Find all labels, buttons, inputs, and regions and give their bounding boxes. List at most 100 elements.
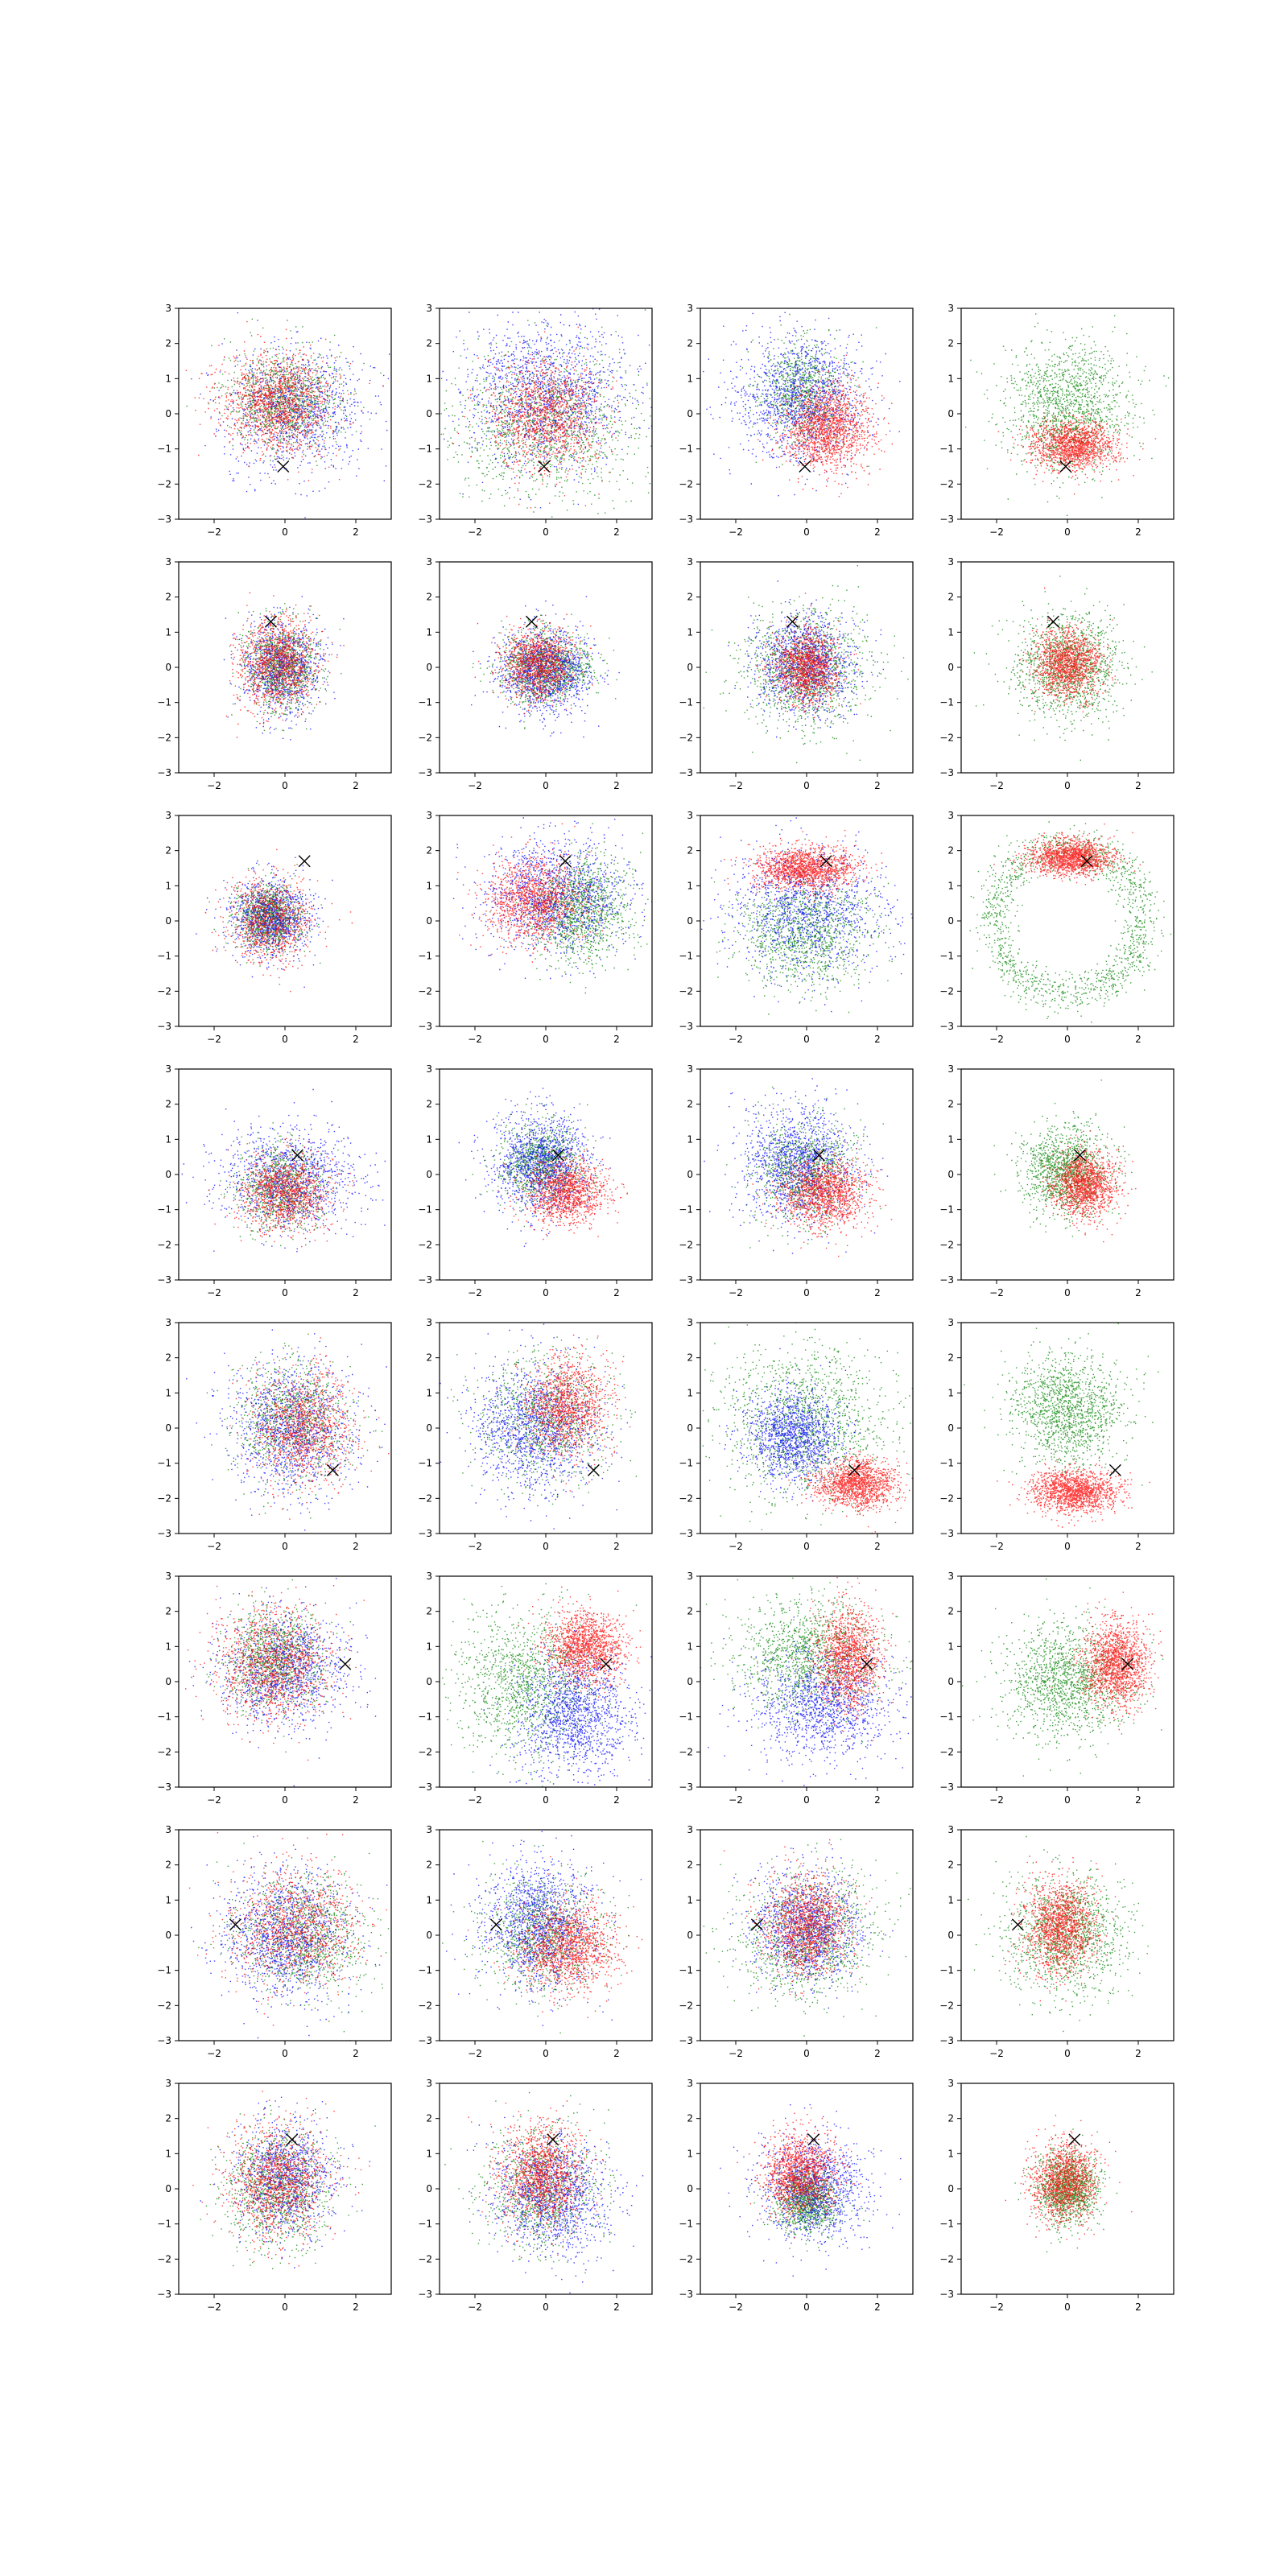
y-tick-label: 1 xyxy=(165,626,171,638)
y-tick-label: 3 xyxy=(687,1824,693,1835)
y-tick-label: 1 xyxy=(947,1387,954,1398)
cluster-blue xyxy=(701,817,913,1013)
cluster-red xyxy=(993,824,1141,886)
y-tick-label: 0 xyxy=(426,2183,432,2194)
x-marker xyxy=(1108,1463,1121,1476)
x-tick-label: −2 xyxy=(989,1034,1004,1045)
y-tick-label: 1 xyxy=(687,1133,693,1145)
x-tick-label: −2 xyxy=(468,526,482,538)
x-tick-label: 2 xyxy=(874,1287,881,1298)
cluster-green xyxy=(442,1583,638,1787)
x-tick-label: −2 xyxy=(729,1794,743,1806)
cluster-blue xyxy=(704,1078,889,1254)
x-tick-label: 0 xyxy=(543,1287,549,1298)
y-tick-label: −3 xyxy=(679,514,693,525)
point-red xyxy=(758,354,893,497)
x-tick-label: 0 xyxy=(543,526,549,538)
x-marker xyxy=(547,2133,559,2146)
scatter-points xyxy=(186,1329,390,1531)
axes-frame xyxy=(700,815,914,1027)
y-tick-label: −2 xyxy=(679,985,693,997)
cluster-blue xyxy=(440,1323,628,1530)
y-tick-label: 3 xyxy=(687,556,693,568)
scatter-points xyxy=(181,1088,386,1253)
x-marker xyxy=(538,460,551,473)
cluster-red xyxy=(737,2107,861,2239)
y-tick-label: −2 xyxy=(679,478,693,489)
y-tick-label: 3 xyxy=(426,556,432,568)
y-tick-label: 1 xyxy=(687,1894,693,1905)
axes-frame xyxy=(439,308,653,520)
x-tick-label: −2 xyxy=(729,1541,743,1552)
x-tick-label: 2 xyxy=(1135,1541,1141,1552)
x-tick-label: −2 xyxy=(468,1794,482,1806)
axes-frame xyxy=(439,1575,653,1788)
scatter-points xyxy=(704,1078,893,1257)
y-tick-label: 3 xyxy=(426,810,432,821)
scatter-points xyxy=(965,313,1170,516)
cluster-green xyxy=(993,1080,1133,1237)
cluster-green xyxy=(200,2105,376,2269)
y-tick-label: −1 xyxy=(679,697,693,708)
y-tick-label: 2 xyxy=(947,2113,954,2124)
point-red xyxy=(192,2091,370,2267)
point-green xyxy=(703,1839,911,2037)
y-tick-label: −1 xyxy=(418,1458,432,1469)
y-tick-label: −1 xyxy=(418,2219,432,2230)
x-marker xyxy=(807,2133,820,2146)
y-tick-label: 3 xyxy=(947,556,954,568)
x-tick-label: 0 xyxy=(1064,526,1071,538)
x-marker xyxy=(559,855,572,868)
cluster-green xyxy=(186,318,391,466)
point-red xyxy=(188,1832,387,2026)
y-tick-label: −2 xyxy=(157,1239,171,1250)
y-tick-label: 0 xyxy=(165,1930,171,1941)
x-tick-label: −2 xyxy=(468,1287,482,1298)
y-tick-label: 2 xyxy=(165,1860,171,1871)
axes-frame xyxy=(960,1322,1174,1534)
y-tick-label: −3 xyxy=(679,767,693,778)
y-tick-label: −2 xyxy=(157,2253,171,2264)
x-tick-label: 2 xyxy=(613,1287,620,1298)
x-tick-label: 0 xyxy=(282,1794,288,1806)
cluster-green xyxy=(450,1336,638,1507)
y-tick-label: 3 xyxy=(947,810,954,821)
y-tick-label: 1 xyxy=(947,880,954,891)
y-tick-label: 3 xyxy=(947,2078,954,2089)
y-tick-label: 0 xyxy=(165,408,171,419)
cluster-red xyxy=(1051,1591,1163,1731)
y-tick-label: −3 xyxy=(679,1021,693,1032)
y-tick-label: −3 xyxy=(679,1781,693,1793)
cluster-red xyxy=(791,1577,897,1742)
y-tick-label: 2 xyxy=(687,1352,693,1364)
y-tick-label: 2 xyxy=(947,1860,954,1871)
x-tick-label: 0 xyxy=(282,780,288,791)
x-tick-label: −2 xyxy=(207,1794,221,1806)
point-red xyxy=(485,1334,631,1492)
y-tick-label: 2 xyxy=(687,845,693,857)
y-tick-label: 0 xyxy=(687,662,693,673)
y-tick-label: −3 xyxy=(939,1021,954,1032)
x-tick-label: 2 xyxy=(874,2048,881,2059)
x-tick-label: −2 xyxy=(207,2301,221,2313)
x-tick-label: 0 xyxy=(543,1794,549,1806)
x-tick-label: −2 xyxy=(729,1287,743,1298)
y-tick-label: 2 xyxy=(687,1099,693,1110)
y-tick-label: −3 xyxy=(157,2035,171,2046)
y-tick-label: 2 xyxy=(426,1099,432,1110)
point-green xyxy=(208,864,327,985)
y-tick-label: 2 xyxy=(947,1352,954,1364)
x-tick-label: 0 xyxy=(282,526,288,538)
y-tick-label: 1 xyxy=(947,1641,954,1652)
y-tick-label: −1 xyxy=(157,697,171,708)
cluster-blue xyxy=(446,1831,642,2026)
x-tick-label: 0 xyxy=(1064,1541,1071,1552)
y-tick-label: −1 xyxy=(157,1711,171,1723)
scatter-points xyxy=(442,1831,643,2033)
y-tick-label: 0 xyxy=(426,662,432,673)
cluster-red xyxy=(192,2091,370,2267)
y-tick-label: 3 xyxy=(165,2078,171,2089)
subplot-r1-c1: −2 0 2 −3 −2 −1 0 1 2 3 xyxy=(157,303,392,538)
y-tick-label: 0 xyxy=(687,1676,693,1687)
